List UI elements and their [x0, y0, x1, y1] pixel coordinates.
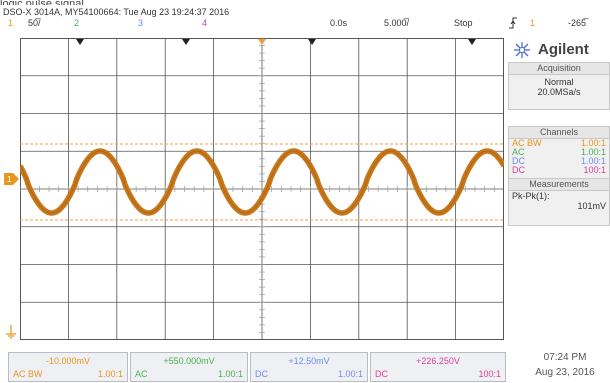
ch1-number[interactable]: 1 — [8, 18, 14, 28]
ch1-scale[interactable]: 50̅/ — [28, 18, 41, 28]
measurement-label: Pk-Pk(1): — [512, 191, 550, 201]
acquisition-box[interactable]: Acquisition Normal 20.0MSa/s — [508, 62, 610, 110]
trigger-marker — [258, 39, 266, 45]
time-scale[interactable]: 5.000̅/ — [384, 18, 410, 28]
channel-probe: 1.00:1 — [580, 147, 606, 157]
ch3-offset: +12.50mV — [288, 356, 330, 366]
time-delay[interactable]: 0.0s — [330, 18, 348, 28]
ch3-coupling: DC — [255, 369, 268, 379]
channel-coupling: DC — [512, 156, 525, 166]
ch1-offset: -10.000mV — [45, 356, 91, 366]
trigger-edge-icon — [508, 16, 518, 29]
acquisition-title: Acquisition — [509, 63, 609, 75]
agilent-spark-logo — [514, 42, 530, 58]
trigger-channel[interactable]: 1 — [530, 18, 536, 28]
channel-row[interactable]: AC 1.00:1 — [509, 148, 609, 157]
ch1-marker-label: 1 — [7, 175, 12, 184]
ch2-probe: 1.00:1 — [217, 369, 243, 379]
graticule — [17, 37, 507, 340]
ch3-number[interactable]: 3 — [138, 18, 144, 28]
ch2-offset-box[interactable]: +550.000mV AC 1.00:1 — [130, 352, 248, 382]
run-state[interactable]: Stop — [454, 18, 473, 28]
trigger-marker — [468, 39, 476, 45]
ch4-number[interactable]: 4 — [202, 18, 208, 28]
channels-box[interactable]: Channels AC BW 1.00:1 AC 1.00:1 DC 1.00:1 DC 10… — [508, 126, 610, 180]
ch4-coupling: DC — [375, 369, 388, 379]
channel-probe: 1.00:1 — [580, 138, 606, 148]
clock: 07:24 PM Aug 23, 2016 — [520, 352, 610, 378]
trigger-marker — [76, 39, 84, 45]
acquisition-rate: 20.0MSa/s — [537, 87, 581, 97]
trigger-marker — [308, 39, 316, 45]
waveform-display[interactable] — [17, 37, 507, 340]
ch2-number[interactable]: 2 — [74, 18, 80, 28]
channel-probe: 100:1 — [583, 165, 606, 175]
ch1-offset-box[interactable]: -10.000mV AC BW 1.00:1 — [8, 352, 128, 382]
ch4-offset: +226.250V — [416, 356, 460, 366]
ground-marker[interactable] — [5, 325, 17, 339]
measurements-box[interactable]: Measurements Pk-Pk(1): 101mV — [508, 178, 610, 226]
side-panel: Agilent Acquisition Normal 20.0MSa/s Cha… — [504, 38, 610, 340]
channels-title: Channels — [509, 127, 609, 139]
clock-date: Aug 23, 2016 — [535, 367, 595, 378]
channel-coupling: AC BW — [512, 138, 542, 148]
channel-row[interactable]: DC 1.00:1 — [509, 157, 609, 166]
scope-title: DSO-X 3014A, MY54100664: Tue Aug 23 19:2… — [3, 7, 230, 17]
ch1-marker[interactable]: 1 — [4, 172, 20, 185]
measurements-title: Measurements — [509, 179, 609, 191]
brand-name: Agilent — [538, 41, 589, 58]
channel-row[interactable]: AC BW 1.00:1 — [509, 139, 609, 148]
channel-coupling: DC — [512, 165, 525, 175]
clock-time: 07:24 PM — [543, 352, 587, 363]
ch2-offset: +550.000mV — [163, 356, 215, 366]
ch4-offset-box[interactable]: +226.250V DC 100:1 — [370, 352, 506, 382]
ch1-coupling: AC BW — [13, 369, 43, 379]
channel-coupling: AC — [512, 147, 525, 157]
ch3-offset-box[interactable]: +12.50mV DC 1.00:1 — [250, 352, 368, 382]
cropped-caption: logic pulse signal — [0, 0, 300, 5]
acquisition-mode: Normal — [544, 77, 574, 87]
waveform-trace-core — [19, 150, 505, 214]
trigger-level[interactable]: -265̅ — [568, 18, 587, 28]
ch2-coupling: AC — [135, 369, 148, 379]
channel-probe: 1.00:1 — [580, 156, 606, 166]
ch4-probe: 100:1 — [478, 369, 501, 379]
measurement-value: 101mV — [577, 201, 606, 211]
ch3-probe: 1.00:1 — [337, 369, 363, 379]
trigger-marker — [182, 39, 190, 45]
ch1-probe: 1.00:1 — [97, 369, 123, 379]
channel-row[interactable]: DC 100:1 — [509, 166, 609, 175]
